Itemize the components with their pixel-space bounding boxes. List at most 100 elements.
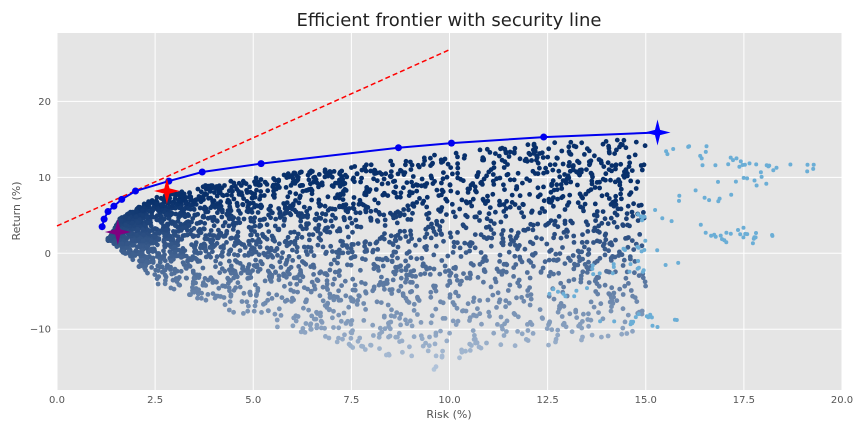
- cloud-point: [195, 186, 201, 192]
- cloud-point: [514, 184, 520, 189]
- cloud-point: [439, 232, 444, 237]
- cloud-point: [620, 263, 626, 268]
- cloud-point: [323, 212, 329, 217]
- x-tick-label: 5.0: [245, 395, 261, 406]
- cloud-point: [236, 189, 242, 194]
- cloud-point: [399, 338, 405, 344]
- cloud-point: [346, 234, 351, 240]
- cloud-point: [428, 294, 434, 300]
- cloud-point: [123, 251, 128, 256]
- cloud-point: [628, 178, 634, 184]
- cloud-point: [278, 265, 284, 270]
- cloud-point: [450, 171, 455, 177]
- cloud-point: [540, 316, 545, 321]
- cloud-point: [687, 144, 692, 149]
- cloud-point: [303, 299, 309, 304]
- cloud-point: [427, 334, 432, 340]
- cloud-point: [494, 305, 499, 310]
- cloud-point: [636, 259, 641, 263]
- cloud-point: [444, 338, 450, 344]
- cloud-point: [537, 210, 543, 216]
- cloud-point: [228, 178, 234, 184]
- cloud-point: [508, 237, 514, 243]
- cloud-point: [217, 270, 223, 276]
- cloud-point: [387, 333, 393, 339]
- cloud-point: [330, 206, 335, 212]
- cloud-point: [452, 214, 458, 220]
- y-tick-label: 20: [38, 97, 51, 108]
- cloud-point: [388, 158, 394, 164]
- cloud-point: [741, 225, 746, 230]
- cloud-point: [526, 150, 532, 156]
- cloud-point: [505, 171, 511, 177]
- cloud-point: [290, 176, 296, 182]
- cloud-point: [440, 348, 445, 354]
- cloud-point: [309, 197, 314, 203]
- cloud-point: [389, 258, 395, 264]
- cloud-point: [379, 274, 384, 280]
- cloud-point: [410, 174, 416, 179]
- cloud-point: [557, 251, 563, 256]
- cloud-point: [143, 263, 149, 269]
- cloud-point: [607, 241, 613, 247]
- cloud-point: [498, 314, 504, 320]
- cloud-point: [586, 188, 591, 194]
- cloud-point: [318, 325, 324, 331]
- cloud-point: [298, 268, 303, 273]
- cloud-point: [229, 192, 234, 198]
- cloud-point: [588, 299, 594, 305]
- cloud-point: [245, 209, 251, 215]
- cloud-point: [635, 212, 640, 217]
- cloud-point: [169, 253, 175, 259]
- cloud-point: [320, 298, 326, 304]
- cloud-point: [314, 322, 320, 328]
- cloud-point: [354, 302, 360, 307]
- cloud-point: [447, 182, 453, 188]
- cloud-point: [574, 315, 580, 320]
- cloud-point: [627, 160, 633, 166]
- cloud-point: [357, 335, 363, 341]
- cloud-point: [250, 237, 255, 243]
- cloud-point: [258, 189, 264, 194]
- cloud-point: [322, 167, 328, 173]
- cloud-point: [408, 232, 414, 238]
- cloud-point: [375, 200, 381, 206]
- cloud-point: [745, 176, 750, 181]
- cloud-point: [405, 203, 411, 209]
- cloud-point: [165, 242, 171, 248]
- cloud-point: [424, 244, 429, 249]
- cloud-point: [566, 255, 571, 261]
- cloud-point: [624, 216, 629, 222]
- cloud-point: [334, 339, 340, 345]
- cloud-point: [330, 223, 335, 229]
- cloud-point: [359, 280, 364, 285]
- cloud-point: [497, 198, 502, 204]
- cloud-point: [561, 291, 566, 296]
- cloud-point: [183, 201, 189, 207]
- cloud-point: [153, 267, 159, 273]
- cloud-point: [311, 283, 317, 289]
- cloud-point: [621, 137, 627, 143]
- cloud-point: [640, 275, 646, 281]
- cloud-point: [372, 197, 378, 203]
- cloud-point: [754, 183, 759, 188]
- cloud-point: [362, 240, 368, 245]
- cloud-point: [499, 157, 505, 163]
- cloud-point: [562, 261, 568, 266]
- cloud-point: [677, 198, 681, 203]
- cloud-point: [273, 269, 278, 275]
- cloud-point: [550, 167, 556, 173]
- cloud-point: [481, 156, 486, 162]
- cloud-point: [393, 334, 399, 340]
- cloud-point: [738, 232, 743, 237]
- cloud-point: [632, 270, 637, 276]
- cloud-point: [230, 227, 236, 232]
- cloud-point: [527, 178, 533, 184]
- cloud-point: [584, 264, 590, 270]
- cloud-point: [520, 201, 526, 207]
- cloud-point: [530, 222, 536, 228]
- cloud-point: [315, 242, 321, 248]
- cloud-point: [578, 204, 583, 210]
- cloud-point: [140, 213, 146, 219]
- cloud-point: [440, 316, 446, 321]
